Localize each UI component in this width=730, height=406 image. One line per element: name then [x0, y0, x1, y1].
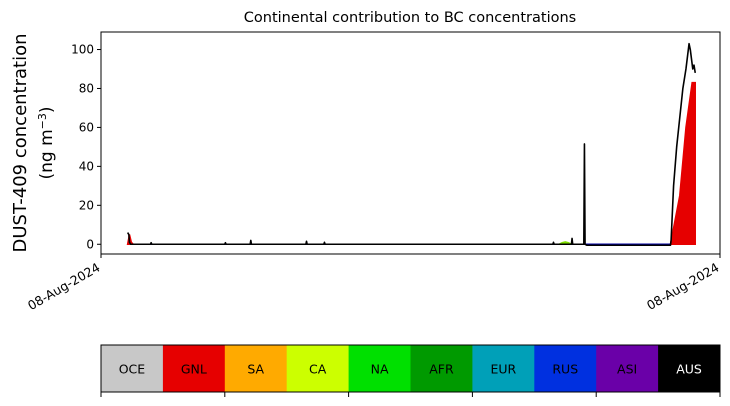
legend-aus-label: AUS — [676, 362, 702, 377]
legend-rus-swatch — [534, 345, 597, 392]
legend-rus-label: RUS — [552, 362, 578, 377]
legend-ca-swatch — [286, 345, 350, 392]
plot-area — [126, 42, 697, 247]
legend-afr-swatch — [410, 345, 473, 392]
plot-frame — [100, 31, 721, 255]
legend-oce-label: OCE — [119, 362, 146, 377]
y-tick-label: 0 — [86, 237, 94, 251]
total-concentration-line — [126, 42, 697, 247]
legend-aus-swatch — [658, 345, 721, 392]
legend-colorbar: OCE GNL SA CA NA AFR EUR RUS ASI AUS — [100, 344, 721, 397]
y-axis-label-line2: (ng m−3) — [36, 106, 58, 179]
legend-eur-swatch — [472, 345, 535, 392]
axes: 0 20 40 60 80 100 08-Aug-2024 08-Aug-2024 — [25, 31, 722, 313]
y-tick-label: 60 — [79, 120, 94, 134]
legend-na-swatch — [348, 345, 411, 392]
series-gnl-area — [126, 81, 696, 246]
x-tick-label: 08-Aug-2024 — [644, 260, 722, 313]
y-axis-label-exponent: −3 — [36, 113, 49, 129]
legend-na-label: NA — [371, 362, 389, 377]
y-axis-label-unit: (ng m — [37, 129, 57, 179]
y-axis-label-line1: DUST-409 concentration — [10, 33, 31, 252]
chart-title: Continental contribution to BC concentra… — [244, 10, 576, 26]
legend-asi-swatch — [596, 345, 659, 392]
legend-sa-label: SA — [247, 362, 264, 377]
x-tick-label: 08-Aug-2024 — [25, 260, 103, 313]
legend-frame — [100, 344, 721, 393]
legend-asi-label: ASI — [617, 362, 637, 377]
y-tick-label: 40 — [79, 159, 94, 173]
legend-eur-label: EUR — [490, 362, 516, 377]
legend-gnl-swatch — [162, 345, 226, 392]
legend-gnl-label: GNL — [181, 362, 207, 377]
legend-sa-swatch — [224, 345, 288, 392]
y-axis-label-close: ) — [37, 106, 57, 113]
legend-afr-label: AFR — [429, 362, 454, 377]
y-axis-label: DUST-409 concentration (ng m−3) — [10, 33, 57, 252]
y-tick-label: 100 — [71, 43, 94, 57]
y-tick-label: 80 — [79, 81, 94, 95]
legend-ca-label: CA — [309, 362, 327, 377]
y-tick-label: 20 — [79, 198, 94, 212]
legend-oce-swatch — [101, 345, 164, 392]
